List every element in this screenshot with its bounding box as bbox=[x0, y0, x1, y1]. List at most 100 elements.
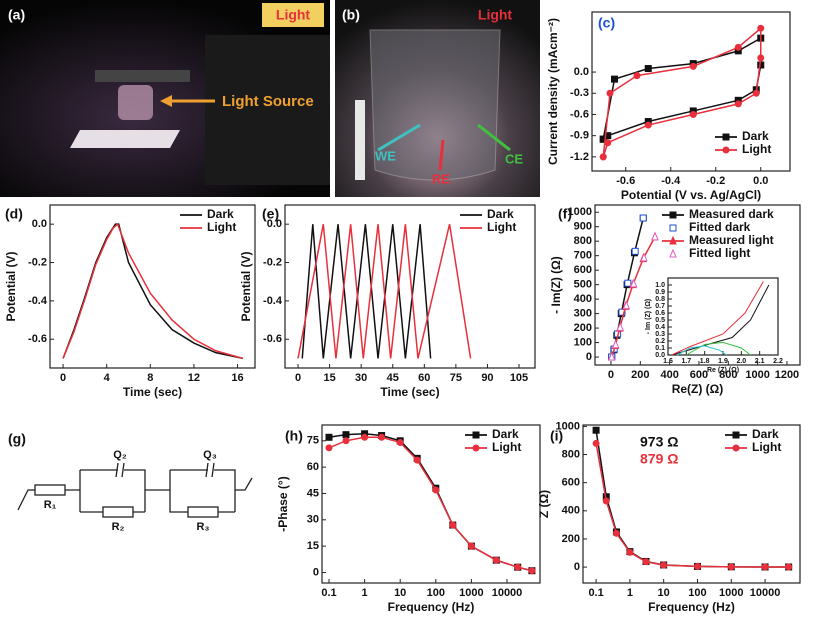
x-tick-label: 1.6 bbox=[663, 358, 673, 365]
marker bbox=[693, 562, 701, 570]
y-tick-label: 0.0 bbox=[32, 218, 47, 230]
legend-label: Light bbox=[492, 440, 521, 454]
y-tick-label: 0.4 bbox=[655, 324, 665, 331]
legend-marker bbox=[732, 444, 740, 452]
photo-a: (a) Light Light Source bbox=[0, 0, 330, 197]
x-tick-label: 15 bbox=[323, 372, 335, 384]
y-axis-label: Potential (V) bbox=[4, 251, 18, 321]
plot-frame bbox=[582, 424, 801, 584]
x-tick-label: 60 bbox=[418, 372, 430, 384]
y-tick-label: 60 bbox=[307, 461, 319, 473]
marker bbox=[727, 563, 735, 571]
annotation: 879 Ω bbox=[640, 451, 678, 467]
legend-label: Dark bbox=[742, 129, 769, 143]
y-tick-label: -0.6 bbox=[263, 333, 282, 345]
panel-label: (f) bbox=[558, 206, 572, 222]
x-tick-label: 8 bbox=[147, 372, 153, 384]
y-tick-label: 0.0 bbox=[574, 66, 589, 78]
y-tick-label: 30 bbox=[307, 514, 319, 526]
marker bbox=[607, 351, 616, 361]
panel-label: (h) bbox=[285, 428, 303, 444]
panel-label: (g) bbox=[8, 431, 26, 447]
x-axis-label: Frequency (Hz) bbox=[388, 600, 475, 614]
series-line bbox=[62, 222, 244, 360]
y-tick-label: 200 bbox=[562, 533, 580, 545]
arrow-head bbox=[160, 95, 172, 107]
marker bbox=[325, 433, 333, 441]
legend-marker bbox=[669, 224, 677, 232]
series-line bbox=[671, 284, 770, 356]
arrow bbox=[377, 123, 421, 152]
y-tick-label: 0.0 bbox=[267, 218, 282, 230]
marker bbox=[432, 486, 440, 494]
panel-label: (a) bbox=[8, 7, 25, 23]
y-tick-label: 400 bbox=[562, 505, 580, 517]
y-tick-label: 0.8 bbox=[655, 296, 665, 303]
y-tick-label: -0.2 bbox=[28, 256, 47, 268]
legend-label: Light bbox=[752, 440, 781, 454]
marker bbox=[757, 24, 765, 32]
x-tick-label: 0.0 bbox=[753, 175, 768, 187]
chart: -0.6 -0.4 -0.2 0.0 0.0 -0.3 -0.6 -0.9 -1.2 Potent… bbox=[546, 11, 791, 202]
photo-label: RE bbox=[432, 171, 450, 186]
marker bbox=[622, 300, 631, 310]
marker bbox=[633, 72, 641, 80]
stand bbox=[95, 70, 190, 82]
marker bbox=[618, 308, 626, 316]
series-line bbox=[297, 224, 472, 359]
legend-marker bbox=[722, 146, 730, 154]
y-tick-label: 700 bbox=[574, 250, 592, 262]
arrow bbox=[438, 139, 445, 171]
chart: 0 15 30 45 60 75 90 105 0.0 -0.2 -0.4 -0.6 Time (sec… bbox=[239, 204, 536, 399]
x-tick-label: 12 bbox=[188, 372, 200, 384]
x-tick-label: 1 bbox=[627, 587, 633, 599]
marker bbox=[514, 563, 522, 571]
y-tick-label: -0.4 bbox=[28, 295, 48, 307]
y-tick-label: 600 bbox=[574, 264, 592, 276]
marker bbox=[640, 252, 648, 262]
marker bbox=[624, 279, 632, 287]
y-tick-label: 200 bbox=[574, 322, 592, 334]
marker bbox=[689, 110, 697, 118]
legend-marker bbox=[669, 248, 677, 258]
x-tick-label: 100 bbox=[688, 587, 706, 599]
resistor bbox=[34, 484, 66, 496]
y-tick-label: 300 bbox=[574, 308, 592, 320]
series-line bbox=[301, 224, 432, 359]
photo-label: CE bbox=[505, 151, 523, 166]
marker bbox=[639, 214, 647, 222]
legend-label: Dark bbox=[752, 427, 779, 441]
marker bbox=[761, 563, 769, 571]
legend-label: Dark bbox=[492, 427, 519, 441]
x-tick-label: -0.4 bbox=[661, 175, 681, 187]
light-label: Light bbox=[276, 7, 311, 23]
y-tick-label: -0.6 bbox=[570, 108, 589, 120]
y-tick-label: 600 bbox=[562, 477, 580, 489]
y-axis-label: - Im (Z) (Ω) bbox=[645, 299, 652, 335]
legend-label: Light bbox=[487, 220, 516, 234]
panel-label: (b) bbox=[342, 7, 360, 23]
photo-label: Light Source bbox=[222, 93, 314, 110]
x-tick-label: 400 bbox=[660, 369, 678, 381]
chart: 0 4 8 12 16 0.0 -0.2 -0.4 -0.6 Time (sec) Potentia… bbox=[4, 204, 256, 399]
lamp bbox=[205, 35, 330, 185]
y-tick-label: 0.2 bbox=[655, 338, 665, 345]
panel-label: (e) bbox=[262, 206, 279, 222]
x-tick-label: 0.1 bbox=[588, 587, 603, 599]
x-tick-label: 1000 bbox=[745, 369, 769, 381]
y-tick-label: 1000 bbox=[568, 206, 592, 218]
y-tick-label: 800 bbox=[574, 235, 592, 247]
marker bbox=[599, 153, 607, 161]
y-tick-label: 0.3 bbox=[655, 331, 665, 338]
x-tick-label: 105 bbox=[510, 372, 528, 384]
y-tick-label: 45 bbox=[307, 487, 319, 499]
y-tick-label: 0.7 bbox=[655, 303, 665, 310]
legend-marker bbox=[732, 431, 740, 439]
marker bbox=[757, 54, 765, 62]
cpe bbox=[115, 462, 215, 478]
x-tick-label: 10 bbox=[394, 587, 406, 599]
marker bbox=[644, 121, 652, 129]
y-tick-label: 0.0 bbox=[655, 352, 665, 359]
marker bbox=[631, 247, 639, 255]
series-line bbox=[676, 345, 727, 356]
